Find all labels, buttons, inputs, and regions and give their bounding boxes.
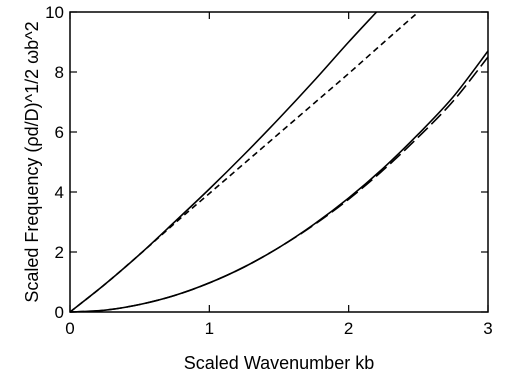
y-tick-label: 2 bbox=[55, 243, 64, 262]
y-tick-label: 6 bbox=[55, 123, 64, 142]
x-tick-label: 1 bbox=[205, 319, 214, 338]
curves-layer bbox=[69, 11, 489, 313]
x-axis-title: Scaled Wavenumber kb bbox=[184, 353, 374, 373]
y-tick-label: 0 bbox=[55, 303, 64, 322]
x-axis-ticks: 0 1 2 3 bbox=[65, 12, 493, 338]
series-line-3-solid bbox=[69, 50, 489, 313]
series-line-4-long-dashed bbox=[69, 56, 489, 313]
y-tick-label: 4 bbox=[55, 183, 64, 202]
series-line-2-dashed bbox=[69, 11, 419, 313]
y-tick-label: 8 bbox=[55, 63, 64, 82]
y-axis-title: Scaled Frequency (ρd/D)^1/2 ωb^2 bbox=[22, 21, 42, 302]
plot-frame bbox=[69, 11, 489, 313]
series-line-1-solid bbox=[69, 11, 378, 313]
x-tick-label: 0 bbox=[65, 319, 74, 338]
x-tick-label: 2 bbox=[344, 319, 353, 338]
y-tick-label: 10 bbox=[45, 3, 64, 22]
y-axis-ticks: 0 2 4 6 8 10 bbox=[45, 3, 488, 322]
x-tick-label: 3 bbox=[483, 319, 492, 338]
